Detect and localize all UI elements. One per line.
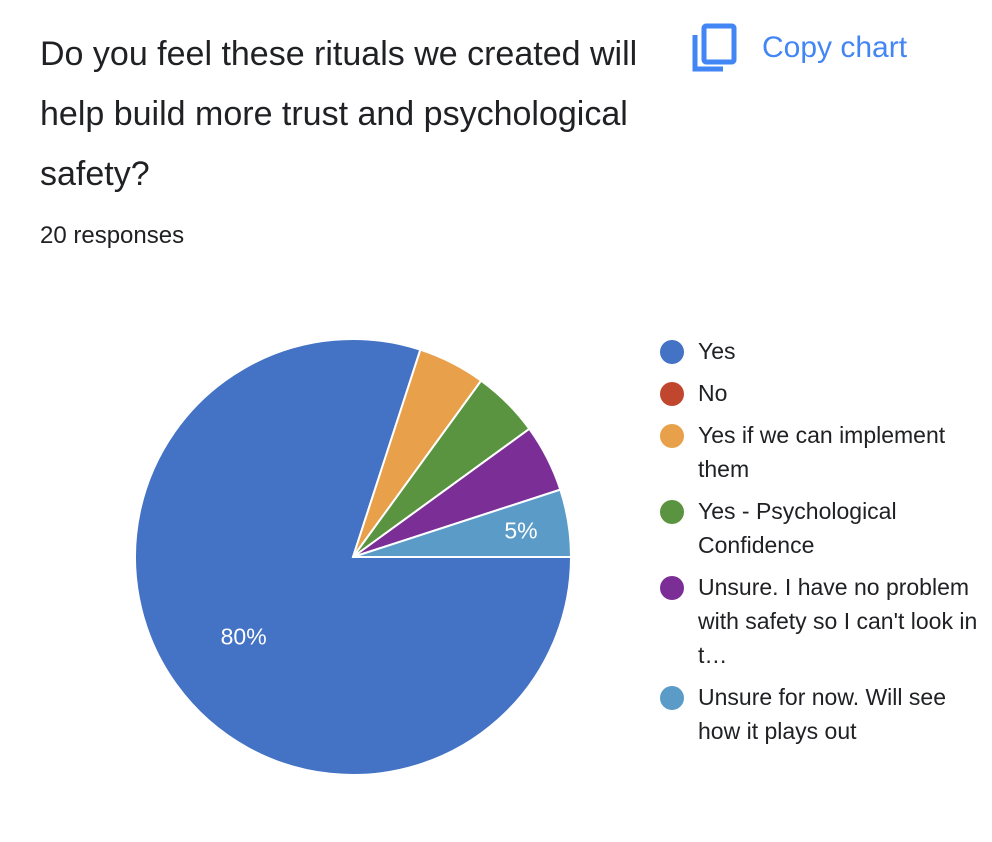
legend-swatch-4: [660, 576, 684, 600]
legend-label-0: Yes: [698, 338, 736, 364]
legend-item-0[interactable]: Yes: [660, 334, 980, 368]
legend-item-4[interactable]: Unsure. I have no problem with safety so…: [660, 570, 980, 672]
legend-swatch-5: [660, 686, 684, 710]
copy-chart-label: Copy chart: [762, 31, 908, 64]
pie-data-label-5: 5%: [504, 517, 537, 543]
legend-swatch-2: [660, 424, 684, 448]
legend-label-1: No: [698, 380, 728, 406]
legend-item-2[interactable]: Yes if we can implement them: [660, 418, 980, 486]
pie-data-label-0: 80%: [221, 623, 267, 649]
pie-chart: 80% 5%: [134, 338, 573, 776]
legend-item-5[interactable]: Unsure for now. Will see how it plays ou…: [660, 680, 980, 748]
legend-label-3: Yes - Psychological Confidence: [698, 498, 897, 558]
legend-swatch-0: [660, 340, 684, 364]
legend-swatch-1: [660, 382, 684, 406]
legend-label-5: Unsure for now. Will see how it plays ou…: [698, 684, 946, 744]
legend-swatch-3: [660, 500, 684, 524]
legend-label-2: Yes if we can implement them: [698, 422, 946, 482]
response-count: 20 responses: [40, 222, 185, 249]
chart-legend: Yes No Yes if we can implement them Yes - P…: [660, 334, 980, 756]
legend-item-3[interactable]: Yes - Psychological Confidence: [660, 494, 980, 562]
legend-label-4: Unsure. I have no problem with safety so…: [698, 574, 978, 668]
copy-chart-button[interactable]: Copy chart: [690, 20, 970, 76]
question-title: Do you feel these rituals we created wil…: [40, 35, 638, 193]
copy-icon: [692, 23, 737, 72]
pie-slice-5[interactable]: [352, 488, 573, 558]
legend-item-1[interactable]: No: [660, 376, 980, 410]
